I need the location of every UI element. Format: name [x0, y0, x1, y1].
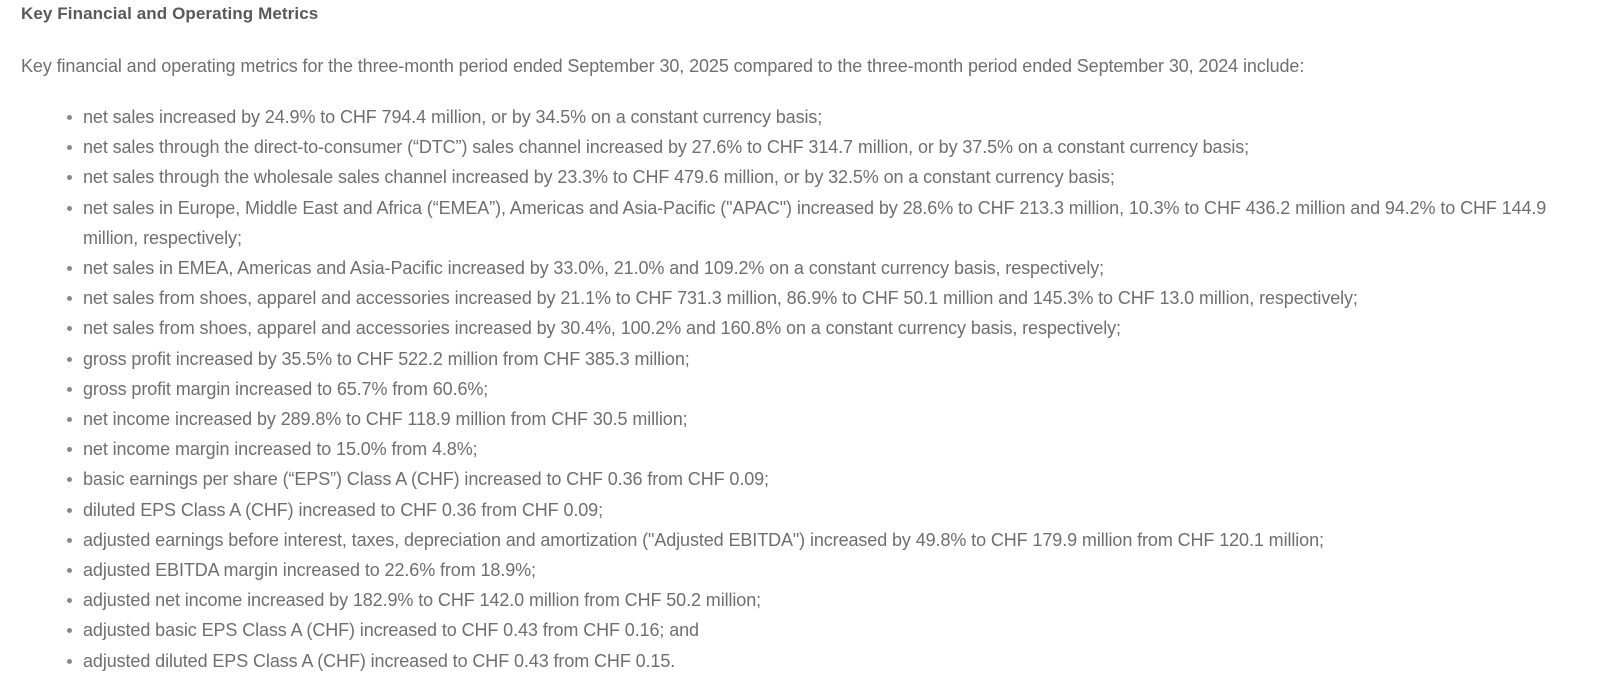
list-item: basic earnings per share (“EPS”) Class A…: [67, 464, 1583, 494]
list-item: net sales from shoes, apparel and access…: [67, 313, 1583, 343]
list-item: net sales in Europe, Middle East and Afr…: [67, 193, 1583, 253]
document-body: Key Financial and Operating Metrics Key …: [21, 4, 1603, 676]
page-title: Key Financial and Operating Metrics: [21, 4, 319, 23]
list-item: adjusted net income increased by 182.9% …: [67, 585, 1583, 615]
list-item: net sales in EMEA, Americas and Asia-Pac…: [67, 253, 1583, 283]
list-item: diluted EPS Class A (CHF) increased to C…: [67, 495, 1583, 525]
list-item: net income increased by 289.8% to CHF 11…: [67, 404, 1583, 434]
intro-paragraph: Key financial and operating metrics for …: [21, 56, 1305, 76]
list-item: net sales through the direct-to-consumer…: [67, 132, 1583, 162]
metrics-bullet-list: net sales increased by 24.9% to CHF 794.…: [21, 102, 1603, 676]
list-item: net sales from shoes, apparel and access…: [67, 283, 1583, 313]
list-item: adjusted diluted EPS Class A (CHF) incre…: [67, 646, 1583, 676]
list-item: net sales increased by 24.9% to CHF 794.…: [67, 102, 1583, 132]
list-item: net sales through the wholesale sales ch…: [67, 162, 1583, 192]
list-item: net income margin increased to 15.0% fro…: [67, 434, 1583, 464]
list-item: adjusted earnings before interest, taxes…: [67, 525, 1583, 555]
list-item: gross profit margin increased to 65.7% f…: [67, 374, 1583, 404]
list-item: gross profit increased by 35.5% to CHF 5…: [67, 344, 1583, 374]
list-item: adjusted EBITDA margin increased to 22.6…: [67, 555, 1583, 585]
list-item: adjusted basic EPS Class A (CHF) increas…: [67, 615, 1583, 645]
